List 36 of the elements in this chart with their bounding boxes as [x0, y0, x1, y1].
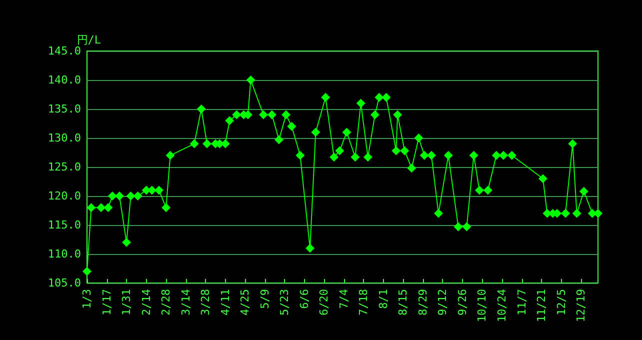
- x-tick-label: 9/12: [436, 289, 450, 316]
- x-tick-label: 12/5: [554, 289, 568, 316]
- x-tick-label: 8/1: [376, 289, 390, 309]
- y-tick-label: 145.0: [48, 44, 81, 58]
- x-tick-label: 2/28: [160, 289, 173, 316]
- x-tick-label: 6/20: [318, 289, 331, 316]
- x-tick-label: 1/31: [120, 289, 134, 316]
- x-tick-label: 7/4: [337, 288, 350, 309]
- y-tick-label: 130.0: [48, 132, 81, 144]
- x-tick-label: 2/14: [140, 288, 153, 316]
- x-tick-label: 8/29: [416, 289, 430, 316]
- x-tick-label: 3/28: [199, 289, 212, 316]
- x-tick-label: 11/21: [535, 289, 548, 322]
- x-tick-label: 5/9: [258, 289, 272, 309]
- x-tick-label: 10/10: [476, 289, 489, 322]
- x-tick-label: 1/17: [100, 289, 114, 316]
- x-tick-label: 7/18: [357, 289, 370, 316]
- y-tick-label: 125.0: [48, 160, 81, 174]
- x-tick-label: 4/25: [238, 289, 252, 316]
- y-tick-label: 140.0: [48, 74, 81, 86]
- x-tick-label: 6/6: [298, 289, 311, 309]
- y-tick-label: 135.0: [48, 102, 81, 116]
- x-tick-label: 10/24: [496, 288, 509, 322]
- x-tick-label: 3/14: [179, 288, 192, 316]
- y-tick-label: 120.0: [48, 190, 81, 202]
- x-tick-label: 11/7: [515, 289, 528, 316]
- y-tick-label: 115.0: [48, 218, 81, 232]
- x-tick-label: 1/3: [80, 289, 94, 309]
- x-tick-label: 4/11: [218, 289, 232, 316]
- y-tick-label: 110.0: [48, 248, 81, 260]
- y-axis-title: 円/L: [76, 34, 102, 47]
- x-tick-label: 12/19: [574, 289, 588, 322]
- x-tick-label: 5/23: [278, 289, 292, 316]
- x-tick-label: 9/26: [456, 289, 469, 316]
- y-tick-label: 105.0: [48, 276, 81, 290]
- x-tick-label: 8/15: [396, 289, 410, 316]
